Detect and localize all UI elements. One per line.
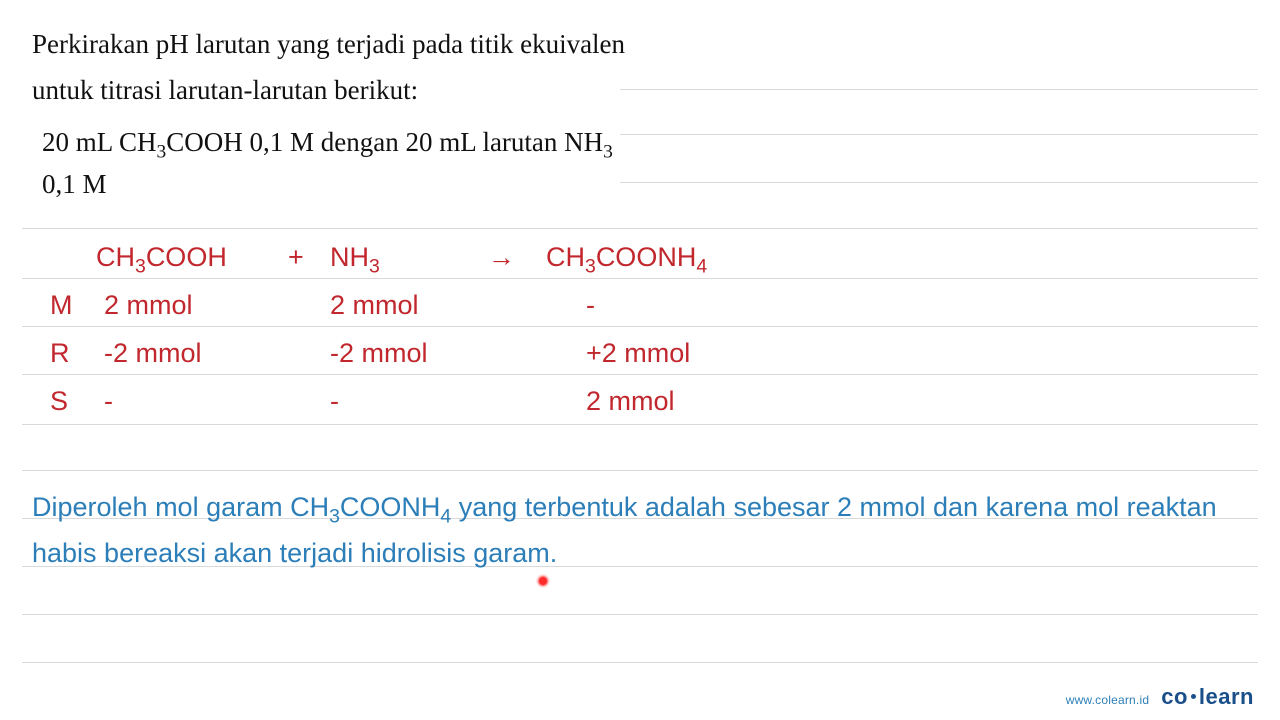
footer-url: www.colearn.id: [1066, 693, 1150, 707]
reactant-1: CH3COOH: [96, 242, 288, 273]
cell-c2: 2 mmol: [330, 290, 488, 321]
slide: Perkirakan pH larutan yang terjadi pada …: [0, 0, 1280, 720]
table-row: R-2 mmol-2 mmol+2 mmol: [50, 338, 806, 386]
p1-mid: COONH: [596, 242, 697, 272]
r1-pre: CH: [96, 242, 135, 272]
cell-c3: 2 mmol: [546, 386, 806, 417]
product-1: CH3COONH4: [546, 242, 806, 273]
reactant-2: NH3: [330, 242, 488, 273]
conclusion-text: Diperoleh mol garam CH3COONH4 yang terbe…: [32, 484, 1240, 577]
question-line2: untuk titrasi larutan-larutan berikut:: [32, 70, 792, 112]
question-line1: Perkirakan pH larutan yang terjadi pada …: [32, 24, 792, 66]
r2-pre: NH: [330, 242, 369, 272]
brand-dot-icon: [1191, 694, 1196, 699]
cell-c1: 2 mmol: [96, 290, 288, 321]
brand-b: learn: [1199, 684, 1254, 709]
p1-sub2: 4: [696, 255, 707, 277]
concl-sub2: 4: [440, 505, 451, 527]
question-block: Perkirakan pH larutan yang terjadi pada …: [32, 24, 792, 205]
q-detail-sub1: 3: [157, 141, 167, 162]
row-label: M: [50, 290, 96, 321]
r1-sub: 3: [135, 255, 146, 277]
row-label: R: [50, 338, 96, 369]
concl-pre: Diperoleh mol garam CH: [32, 492, 329, 522]
q-detail-mid: COOH 0,1 M dengan 20 mL larutan NH: [166, 127, 603, 157]
cell-c3: -: [546, 290, 806, 321]
row-label: S: [50, 386, 96, 417]
p1-pre: CH: [546, 242, 585, 272]
reaction-table: CH3COOH + NH3 → CH3COONH4 M2 mmol2 mmol-…: [50, 242, 806, 434]
r2-sub: 3: [369, 255, 380, 277]
r1-post: COOH: [146, 242, 227, 272]
q-detail-sub2: 3: [603, 141, 613, 162]
cell-c3: +2 mmol: [546, 338, 806, 369]
question-detail: 20 mL CH3COOH 0,1 M dengan 20 mL larutan…: [42, 122, 792, 206]
cell-c1: -2 mmol: [96, 338, 288, 369]
cell-c2: -: [330, 386, 488, 417]
brand-logo: colearn: [1161, 684, 1254, 710]
reaction-equation: CH3COOH + NH3 → CH3COONH4: [50, 242, 806, 290]
arrow-icon: →: [488, 242, 546, 273]
concl-mid: COONH: [340, 492, 441, 522]
table-row: M2 mmol2 mmol-: [50, 290, 806, 338]
q-detail-line2: 0,1 M: [42, 164, 792, 206]
concl-sub1: 3: [329, 505, 340, 527]
cell-c2: -2 mmol: [330, 338, 488, 369]
table-row: S--2 mmol: [50, 386, 806, 434]
footer: www.colearn.id colearn: [1066, 684, 1254, 710]
p1-sub1: 3: [585, 255, 596, 277]
cell-c1: -: [96, 386, 288, 417]
q-detail-pre: 20 mL CH: [42, 127, 157, 157]
plus-sign: +: [288, 242, 330, 273]
laser-pointer-icon: [536, 574, 550, 588]
brand-a: co: [1161, 684, 1188, 709]
